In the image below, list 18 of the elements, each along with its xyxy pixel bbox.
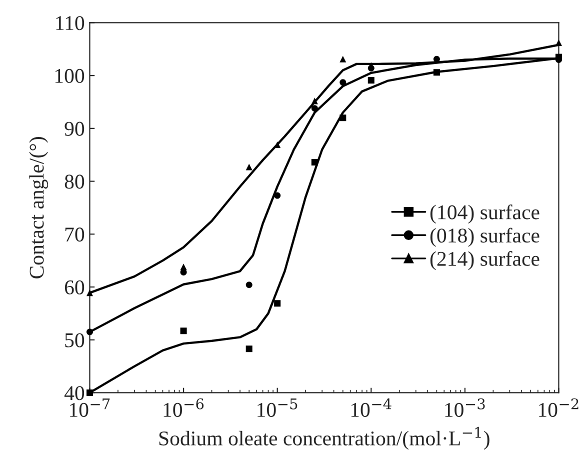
legend-label: (018) surface — [430, 228, 540, 247]
y-tick-label: 100 — [55, 68, 84, 83]
x-tick-label: 10$^{−3}$ — [445, 398, 485, 417]
y-tick-label: 40 — [64, 386, 84, 400]
legend-label: (214) surface — [430, 251, 540, 270]
y-tick-label: 110 — [56, 16, 84, 30]
y-tick-label: 90 — [64, 122, 84, 136]
legend-label: (104) surface — [430, 204, 540, 224]
y-tick-label: 50 — [65, 333, 84, 348]
y-tick-label: 80 — [64, 174, 84, 189]
x-axis-title: Sodium oleate concentration/(mol·L$^{−1}$) — [159, 426, 490, 450]
y-tick-label: 70 — [65, 228, 84, 242]
y-tick-label: 60 — [64, 280, 84, 294]
x-tick-label: 10$^{−6}$ — [164, 398, 204, 417]
y-axis-title: Contact angle/(°) — [29, 137, 48, 278]
x-tick-label: 10$^{−4}$ — [351, 398, 392, 417]
x-tick-label: 10$^{−2}$ — [539, 398, 578, 417]
x-tick-label: 10$^{−5}$ — [258, 398, 298, 417]
